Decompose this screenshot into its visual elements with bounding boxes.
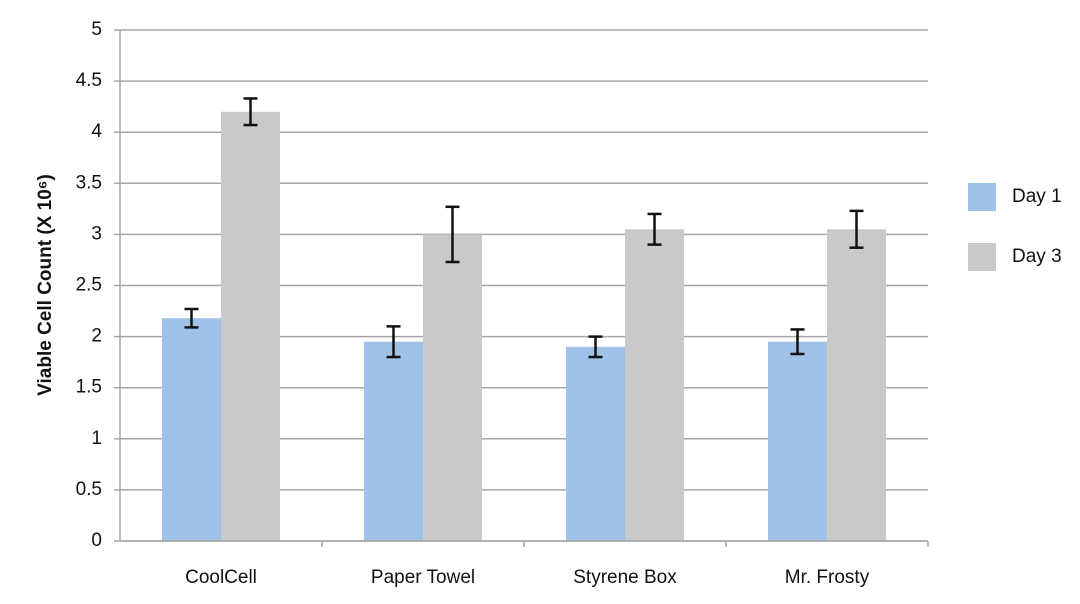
- legend-label: Day 3: [1012, 246, 1062, 267]
- x-tick-label: Styrene Box: [573, 567, 677, 588]
- bar: [768, 341, 827, 541]
- y-tick-label: 0: [91, 530, 102, 551]
- error-bar: [647, 212, 662, 246]
- y-tick-label: 0.5: [76, 479, 102, 500]
- legend-swatch: [968, 243, 996, 271]
- error-bar: [790, 328, 805, 356]
- y-tick-label: 3: [91, 223, 102, 244]
- y-tick-label: 4: [91, 121, 102, 142]
- bar: [625, 229, 684, 542]
- x-tick-label: Mr. Frosty: [785, 567, 870, 588]
- bar: [566, 346, 625, 541]
- y-tick-label: 1: [91, 428, 102, 449]
- x-tick-label: CoolCell: [185, 567, 257, 588]
- y-tick-label: 2: [91, 326, 102, 347]
- y-tick-label: 3.5: [76, 172, 102, 193]
- error-bar: [445, 205, 460, 264]
- y-tick-label: 4.5: [76, 70, 102, 91]
- bar: [364, 341, 423, 541]
- legend-label: Day 1: [1012, 186, 1062, 207]
- error-bar: [184, 307, 199, 329]
- error-bar: [588, 335, 603, 359]
- bar: [221, 111, 280, 541]
- x-tick-label: Paper Towel: [371, 567, 475, 588]
- bar: [162, 318, 221, 541]
- y-axis-title: Viable Cell Count (X 10⁶): [35, 174, 56, 396]
- error-bar: [386, 325, 401, 359]
- error-bar: [849, 209, 864, 249]
- bar: [827, 229, 886, 542]
- bar: [423, 234, 482, 541]
- legend-swatch: [968, 183, 996, 211]
- y-tick-label: 2.5: [76, 275, 102, 296]
- y-tick-label: 1.5: [76, 377, 102, 398]
- error-bar: [243, 97, 258, 127]
- y-tick-label: 5: [91, 19, 102, 40]
